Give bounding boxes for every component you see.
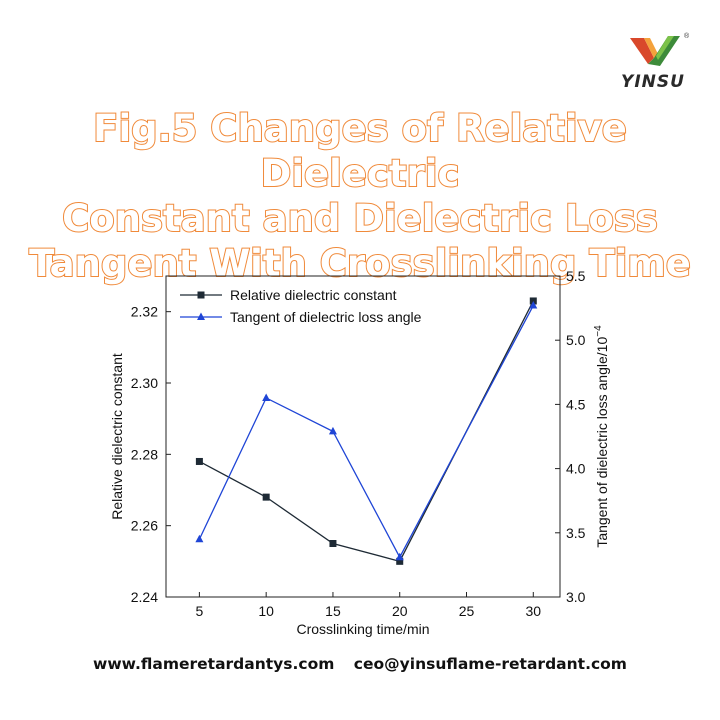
series-layer: [195, 297, 538, 565]
legend-label: Relative dielectric constant: [230, 287, 397, 303]
left-y-tick-label: 2.32: [131, 304, 158, 320]
legend: Relative dielectric constant Tangent of d…: [180, 287, 422, 325]
relative-dielectric-constant-line: [199, 300, 534, 563]
left-y-tick-label: 2.24: [131, 589, 158, 605]
right-y-tick-label: 3.5: [566, 525, 586, 541]
logo-text: YINSU: [621, 72, 685, 92]
footer-website[interactable]: www.flameretardantys.com: [93, 655, 335, 673]
right-y-tick-label: 5.5: [566, 268, 586, 284]
registered-mark: ®: [684, 32, 690, 40]
loss-tangent-point: [328, 426, 337, 435]
left-y-tick-label: 2.26: [131, 518, 158, 534]
right-y-axis-label: Tangent of dielectric loss angle/10−4: [593, 325, 610, 548]
x-axis-label: Crosslinking time/min: [296, 621, 429, 637]
right-y-tick-label: 4.0: [566, 461, 586, 477]
yinsu-logo: ® YINSU: [608, 30, 698, 100]
right-y-tick-label: 5.0: [566, 332, 586, 348]
relative-dielectric-constant-point: [529, 297, 537, 305]
title-line-1: Fig.5 Changes of Relative Dielectric: [92, 106, 628, 196]
relative-dielectric-constant-point: [195, 457, 203, 465]
legend-triangle-marker: [197, 312, 205, 320]
x-tick-label: 10: [258, 603, 274, 619]
right-y-axis-label-text: Tangent of dielectric loss angle/10: [594, 337, 610, 548]
x-tick-label: 5: [195, 603, 203, 619]
x-axis: 5 10 15 20 25 30: [195, 592, 541, 619]
right-y-tick-label: 4.5: [566, 396, 586, 412]
loss-tangent-point: [195, 534, 204, 543]
legend-square-marker: [197, 291, 205, 299]
left-y-axis-label: Relative dielectric constant: [109, 353, 125, 520]
loss-tangent-point: [262, 393, 271, 401]
x-tick-label: 30: [525, 603, 541, 619]
loss-tangent-point: [395, 552, 404, 561]
right-y-axis: 3.0 3.5 4.0 4.5 5.0 5.5: [555, 268, 586, 605]
plot-frame: [165, 275, 561, 598]
relative-dielectric-constant-point: [329, 540, 337, 547]
right-y-axis-label-exponent: −4: [593, 325, 604, 337]
x-tick-label: 25: [459, 603, 475, 619]
left-y-tick-label: 2.28: [131, 446, 158, 462]
title-line-2: Constant and Dielectric Loss: [61, 196, 659, 241]
figure-title: Fig.5 Changes of Relative Dielectric Con…: [20, 106, 700, 286]
right-y-tick-label: 3.0: [566, 589, 586, 605]
dual-axis-line-chart: 5 10 15 20 25 30 2.24 2.26 2.28 2.30 2.32 3.0 3.5 4…: [109, 268, 610, 637]
x-tick-label: 20: [392, 603, 408, 619]
loss-tangent-point: [529, 301, 538, 309]
left-y-axis: 2.24 2.26 2.28 2.30 2.32: [131, 304, 171, 605]
legend-label: Tangent of dielectric loss angle: [230, 309, 422, 325]
x-tick-label: 15: [325, 603, 341, 619]
footer-contact: www.flameretardantys.com ceo@yinsuflame-…: [0, 655, 720, 673]
logo-v-mark: ®: [630, 32, 690, 66]
relative-dielectric-constant-point: [396, 557, 404, 565]
footer-email[interactable]: ceo@yinsuflame-retardant.com: [353, 655, 627, 673]
left-y-tick-label: 2.30: [131, 375, 158, 391]
loss-tangent-line: [198, 305, 534, 559]
relative-dielectric-constant-point: [262, 493, 270, 501]
title-line-3: Tangent With Crosslinking Time: [28, 241, 692, 286]
